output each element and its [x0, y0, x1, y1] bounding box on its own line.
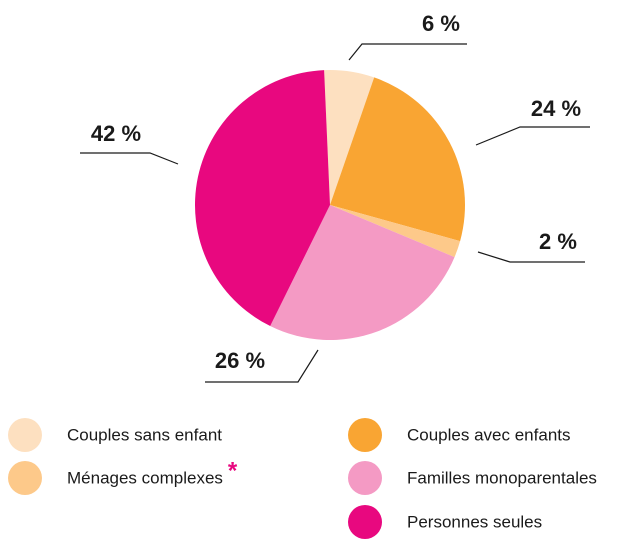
pie-slice [324, 69, 375, 205]
leader-line [348, 43, 467, 61]
pie-slice [270, 205, 455, 340]
leader-line [475, 126, 590, 146]
leader-line [205, 349, 319, 383]
legend-swatch [348, 418, 382, 452]
pie-slice [330, 205, 461, 258]
legend-label: Ménages complexes [67, 468, 223, 487]
legend-label: Couples avec enfants [407, 425, 571, 444]
value-label: 24 % [531, 96, 581, 121]
legend-label: Familles monoparentales [407, 468, 597, 487]
value-label: 6 % [422, 11, 460, 36]
legend-swatch [8, 418, 42, 452]
legend-swatch [8, 461, 42, 495]
pie-slice [195, 70, 330, 327]
value-label: 26 % [215, 348, 265, 373]
pie-slice [330, 77, 465, 242]
legend-swatch [348, 505, 382, 539]
legend-note: * [228, 457, 238, 484]
legend-swatch [348, 461, 382, 495]
value-label: 2 % [539, 229, 577, 254]
leader-line [477, 251, 585, 263]
leader-line [80, 152, 179, 165]
legend-label: Personnes seules [407, 512, 542, 531]
value-label: 42 % [91, 121, 141, 146]
legend-label: Couples sans enfant [67, 425, 222, 444]
